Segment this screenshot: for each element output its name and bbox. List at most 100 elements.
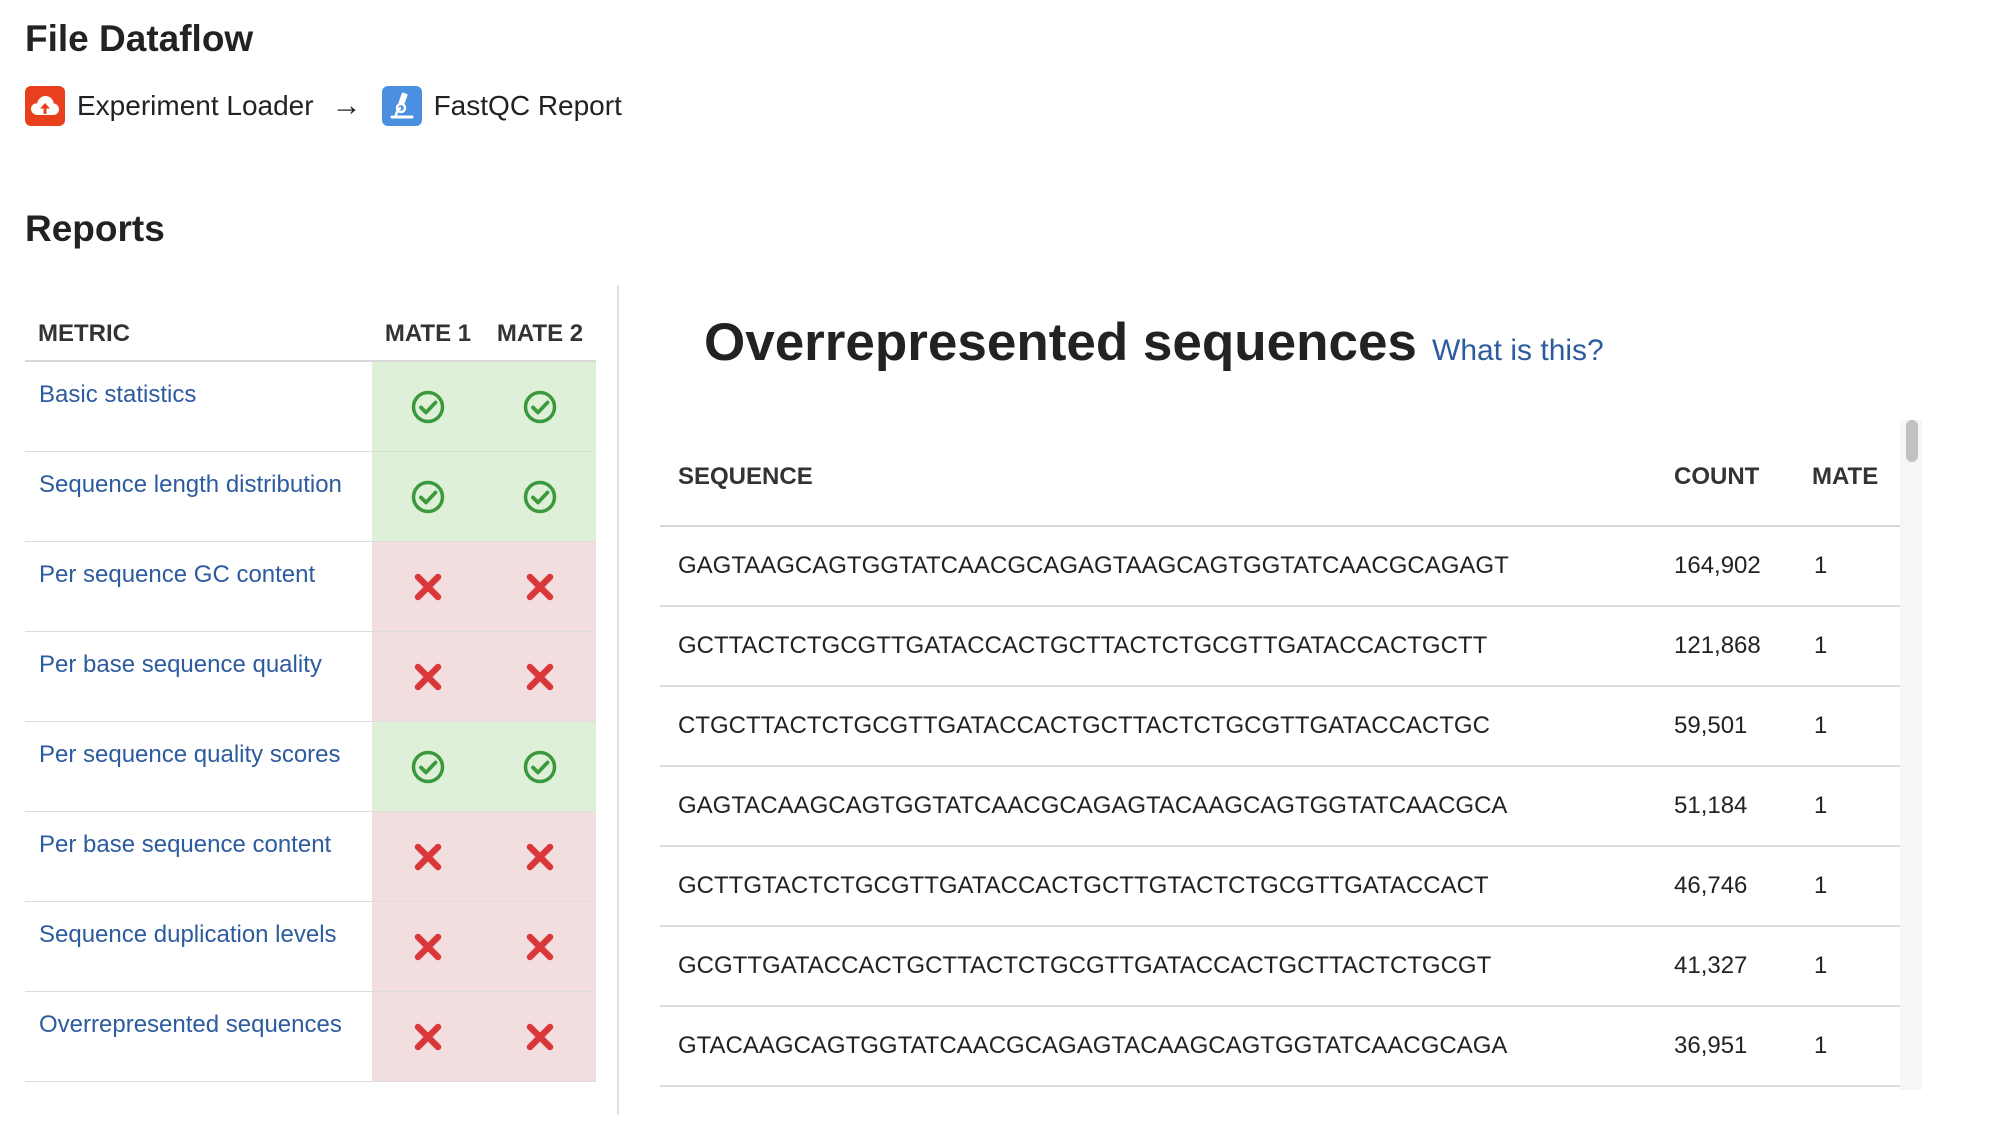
mate1-column-header: MATE 1 — [372, 308, 484, 362]
panel-divider — [617, 285, 619, 1115]
mate2-status-cell — [484, 631, 596, 722]
cross-icon — [524, 933, 556, 960]
sequence-cell: GAGTAAGCAGTGGTATCAACGCAGAGTAAGCAGTGGTATC… — [660, 526, 1674, 607]
mate2-status-cell — [484, 361, 596, 452]
check-circle-icon — [522, 390, 558, 423]
sequence-cell: GCTTACTCTGCGTTGATACCACTGCTTACTCTGCGTTGAT… — [660, 606, 1674, 687]
mate-cell: 1 — [1804, 926, 1900, 1007]
cross-icon — [412, 843, 444, 870]
metric-link[interactable]: Per sequence GC content — [39, 561, 316, 588]
count-cell: 36,951 — [1674, 1006, 1804, 1087]
mate1-status-cell — [372, 991, 484, 1082]
metric-row: Per base sequence quality — [25, 631, 596, 722]
metric-link[interactable]: Sequence duplication levels — [39, 921, 337, 948]
metric-name-cell: Overrepresented sequences — [25, 991, 372, 1082]
mate1-status-cell — [372, 361, 484, 452]
sequence-column-header: SEQUENCE — [660, 420, 1674, 527]
mate2-status-cell — [484, 721, 596, 812]
metric-row: Overrepresented sequences — [25, 991, 596, 1082]
count-cell: 121,868 — [1674, 606, 1804, 687]
metric-row: Per sequence GC content — [25, 541, 596, 632]
dataflow-breadcrumb: Experiment Loader → FastQC Report — [25, 86, 622, 126]
dataflow-target-link[interactable]: FastQC Report — [433, 90, 622, 121]
sequence-row: GCTTACTCTGCGTTGATACCACTGCTTACTCTGCGTTGAT… — [660, 606, 1900, 687]
cross-icon — [524, 843, 556, 870]
reports-heading: Reports — [25, 208, 165, 249]
overrepresented-heading: Overrepresented sequences — [704, 313, 1417, 372]
metric-column-header: METRIC — [25, 308, 372, 362]
check-circle-icon — [410, 480, 446, 513]
cloud-upload-icon — [25, 86, 65, 126]
metric-link[interactable]: Sequence length distribution — [39, 471, 342, 498]
sequence-table-container[interactable]: SEQUENCE COUNT MATE GAGTAAGCAGTGGTATCAAC… — [660, 420, 1900, 1090]
mate-cell: 1 — [1804, 686, 1900, 767]
mate1-status-cell — [372, 451, 484, 542]
what-is-this-link[interactable]: What is this? — [1432, 334, 1604, 367]
cross-icon — [412, 933, 444, 960]
metrics-table: METRIC MATE 1 MATE 2 Basic statistics Seq… — [25, 308, 596, 1082]
metrics-header-row: METRIC MATE 1 MATE 2 — [25, 308, 596, 362]
metric-row: Sequence duplication levels — [25, 901, 596, 992]
count-cell: 46,746 — [1674, 846, 1804, 927]
sequence-table: SEQUENCE COUNT MATE GAGTAAGCAGTGGTATCAAC… — [660, 420, 1900, 1087]
sequence-scrollbar-thumb[interactable] — [1906, 420, 1918, 462]
sequence-cell: GCGTTGATACCACTGCTTACTCTGCGTTGATACCACTGCT… — [660, 926, 1674, 1007]
metric-link[interactable]: Overrepresented sequences — [39, 1011, 342, 1038]
metric-name-cell: Basic statistics — [25, 361, 372, 452]
mate-cell: 1 — [1804, 606, 1900, 687]
mate-cell: 1 — [1804, 1006, 1900, 1087]
check-circle-icon — [410, 390, 446, 423]
metric-name-cell: Per base sequence content — [25, 811, 372, 902]
metric-name-cell: Sequence duplication levels — [25, 901, 372, 992]
cross-icon — [524, 1023, 556, 1050]
sequence-table-body: GAGTAAGCAGTGGTATCAACGCAGAGTAAGCAGTGGTATC… — [660, 526, 1900, 1087]
cross-icon — [524, 663, 556, 690]
count-cell: 59,501 — [1674, 686, 1804, 767]
sequence-cell: CTGCTTACTCTGCGTTGATACCACTGCTTACTCTGCGTTG… — [660, 686, 1674, 767]
metric-name-cell: Per sequence quality scores — [25, 721, 372, 812]
mate2-status-cell — [484, 451, 596, 542]
cross-icon — [412, 663, 444, 690]
dataflow-source-link[interactable]: Experiment Loader — [77, 90, 314, 121]
mate1-status-cell — [372, 631, 484, 722]
metric-name-cell: Sequence length distribution — [25, 451, 372, 542]
count-cell: 41,327 — [1674, 926, 1804, 1007]
mate2-status-cell — [484, 541, 596, 632]
sequence-cell: GCTTGTACTCTGCGTTGATACCACTGCTTGTACTCTGCGT… — [660, 846, 1674, 927]
metric-name-cell: Per base sequence quality — [25, 631, 372, 722]
check-circle-icon — [522, 750, 558, 783]
sequence-row: GCGTTGATACCACTGCTTACTCTGCGTTGATACCACTGCT… — [660, 926, 1900, 1007]
metric-row: Sequence length distribution — [25, 451, 596, 542]
dataflow-arrow: → — [331, 89, 362, 122]
sequence-row: CTGCTTACTCTGCGTTGATACCACTGCTTACTCTGCGTTG… — [660, 686, 1900, 767]
mate-cell: 1 — [1804, 526, 1900, 607]
mate2-status-cell — [484, 901, 596, 992]
mate2-column-header: MATE 2 — [484, 308, 596, 362]
mate-cell: 1 — [1804, 846, 1900, 927]
metric-link[interactable]: Per base sequence quality — [39, 651, 322, 678]
metric-link[interactable]: Per sequence quality scores — [39, 741, 341, 768]
metric-name-cell: Per sequence GC content — [25, 541, 372, 632]
cross-icon — [524, 573, 556, 600]
mate2-status-cell — [484, 811, 596, 902]
mate-cell: 1 — [1804, 766, 1900, 847]
mate1-status-cell — [372, 811, 484, 902]
sequence-scrollbar-track[interactable] — [1900, 420, 1922, 1090]
dataflow-heading: File Dataflow — [25, 18, 254, 59]
mate1-status-cell — [372, 901, 484, 992]
mate1-status-cell — [372, 721, 484, 812]
metric-link[interactable]: Basic statistics — [39, 381, 197, 408]
count-column-header: COUNT — [1674, 420, 1804, 527]
metric-link[interactable]: Per base sequence content — [39, 831, 332, 858]
microscope-icon — [381, 86, 422, 126]
sequence-header-row: SEQUENCE COUNT MATE — [660, 420, 1900, 527]
sequence-row: GAGTACAAGCAGTGGTATCAACGCAGAGTACAAGCAGTGG… — [660, 766, 1900, 847]
sequence-row: GAGTAAGCAGTGGTATCAACGCAGAGTAAGCAGTGGTATC… — [660, 526, 1900, 607]
count-cell: 164,902 — [1674, 526, 1804, 607]
metric-row: Per sequence quality scores — [25, 721, 596, 812]
sequence-cell: GTACAAGCAGTGGTATCAACGCAGAGTACAAGCAGTGGTA… — [660, 1006, 1674, 1087]
metric-row: Per base sequence content — [25, 811, 596, 902]
cross-icon — [412, 573, 444, 600]
check-circle-icon — [410, 750, 446, 783]
